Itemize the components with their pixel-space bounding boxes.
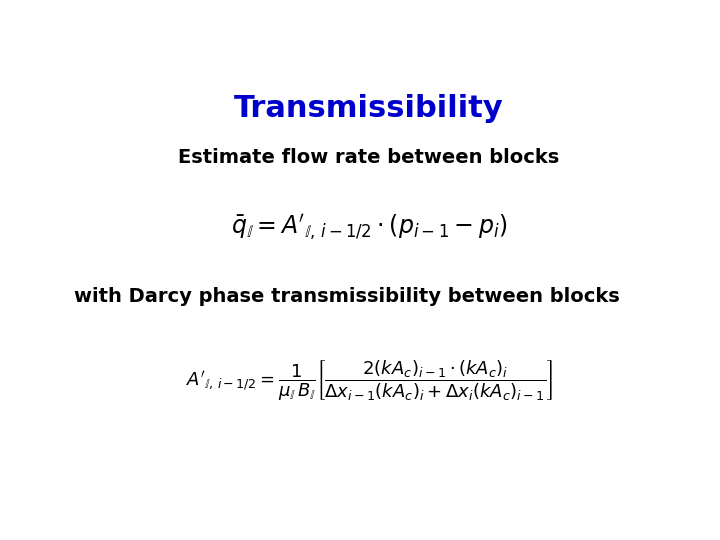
Text: with Darcy phase transmissibility between blocks: with Darcy phase transmissibility betwee…: [74, 287, 619, 306]
Text: $\bar{q}_{\mathbb{l}} = A'_{\mathbb{l},\,i-1/2} \cdot \left(p_{i-1} - p_i\right): $\bar{q}_{\mathbb{l}} = A'_{\mathbb{l},\…: [230, 212, 508, 242]
Text: $A'_{\mathbb{l},\,i-1/2} = \dfrac{1}{\mu_{\mathbb{l}}\, B_{\mathbb{l}}} \left[ \: $A'_{\mathbb{l},\,i-1/2} = \dfrac{1}{\mu…: [186, 358, 552, 402]
Text: Estimate flow rate between blocks: Estimate flow rate between blocks: [179, 148, 559, 167]
Text: Transmissibility: Transmissibility: [234, 94, 504, 123]
